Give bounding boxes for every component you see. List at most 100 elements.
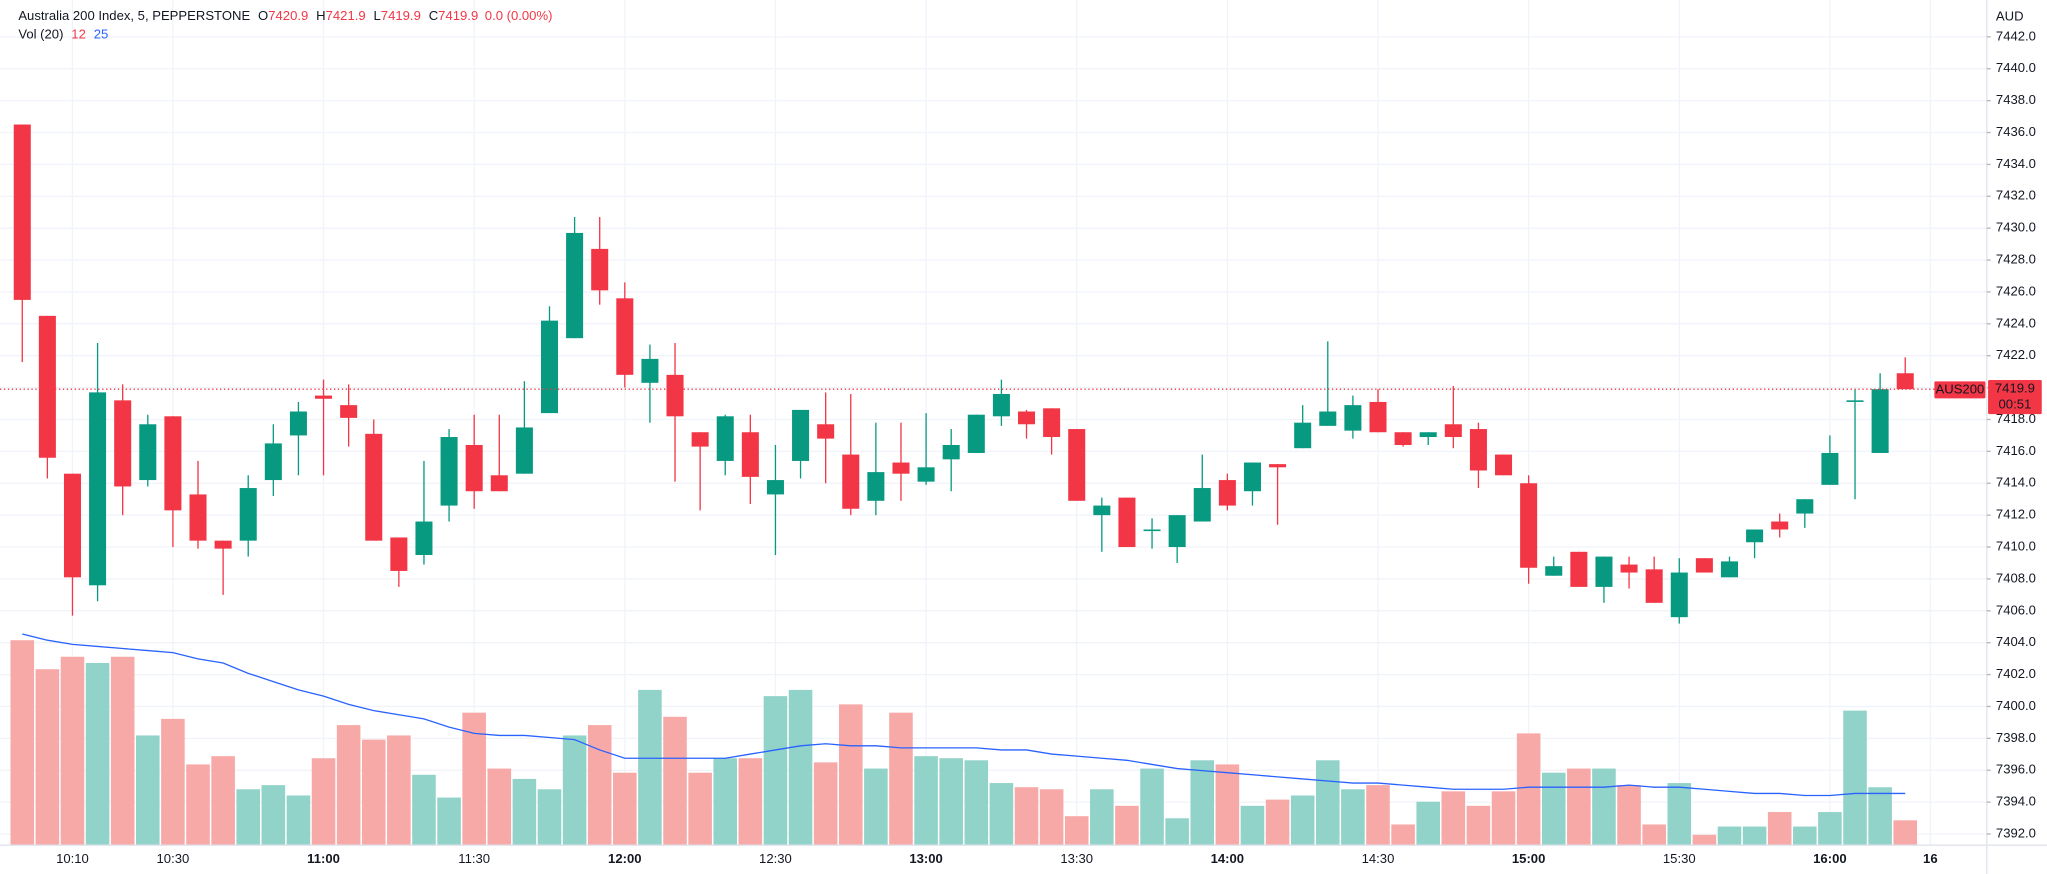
candle-body (1344, 405, 1362, 431)
candle-body (691, 432, 709, 447)
candle-body (1218, 480, 1236, 506)
candle-body (390, 537, 408, 571)
y-tick-label: 7440.0 (1996, 60, 2036, 75)
volume-value: 12 (71, 27, 86, 42)
volume-ma-line (22, 633, 1906, 797)
x-tick-label: 14:00 (1211, 851, 1244, 866)
volume-bar (1039, 789, 1064, 846)
x-tick-label: 16:00 (1813, 851, 1846, 866)
volume-bar (387, 735, 411, 846)
axes: 7392.0 7394.0 7396.0 7398.0 7400.0 7402.0 7404… (56, 28, 2042, 866)
candle-body (1243, 462, 1261, 492)
candle-body (38, 315, 56, 458)
volume-bar (286, 795, 311, 846)
y-tick-label: 7432.0 (1996, 188, 2036, 203)
candle-body (1695, 558, 1713, 573)
volume-bar (1767, 812, 1792, 846)
x-tick-label: 11:00 (307, 851, 340, 866)
ohlc-value: 7421.9 (326, 8, 366, 23)
volume-bar (914, 756, 938, 846)
ohlc-label: L (374, 8, 381, 23)
y-tick-label: 7416.0 (1996, 443, 2036, 458)
y-tick-label: 7422.0 (1996, 347, 2036, 362)
volume-bar (211, 756, 235, 846)
x-tick-label: 15:00 (1512, 851, 1545, 866)
candle-body (515, 427, 533, 474)
candle-body (666, 374, 684, 417)
candle-body (1670, 572, 1688, 618)
x-tick-label: 12:00 (608, 851, 641, 866)
symbol-title: Australia 200 Index, 5, PEPPERSTONE (18, 8, 250, 23)
candle-body (465, 444, 483, 492)
volume-bar (60, 656, 85, 846)
volume-bar (10, 640, 35, 846)
candle-body (741, 432, 759, 477)
candle-body (1771, 521, 1789, 530)
volume-bar (1341, 789, 1365, 846)
candle-body (1193, 488, 1211, 522)
volume-bar (587, 725, 612, 846)
volume-title: Vol (20) (18, 27, 63, 42)
candle-body (1871, 389, 1889, 453)
volume-bar (1893, 820, 1918, 846)
candle-body (1118, 497, 1136, 548)
candle-body (415, 521, 433, 556)
volume-bar (261, 785, 286, 846)
candle-body (917, 467, 935, 482)
volume-bar (1366, 785, 1390, 846)
y-tick-label: 7394.0 (1996, 794, 2036, 809)
candle-body (139, 424, 157, 481)
volume-bar (1165, 818, 1189, 846)
volume-bar (562, 735, 587, 846)
candle-body (1746, 529, 1764, 543)
y-tick-label: 7430.0 (1996, 220, 2036, 235)
volume-bar (613, 772, 637, 846)
volume-bar (361, 739, 386, 846)
candle-body (1570, 551, 1588, 587)
symbol-tag-label: AUS200 (1936, 381, 1985, 396)
y-tick-label: 7418.0 (1996, 411, 2036, 426)
candle-body (616, 298, 634, 375)
price-tag-value: 7419.9 (1995, 381, 2035, 396)
candle-body (817, 424, 835, 439)
candle-body (1444, 424, 1462, 438)
candle-body (1017, 411, 1036, 425)
candle-body (566, 232, 584, 339)
volume-bar (1391, 824, 1415, 846)
volume-bar (1843, 710, 1867, 846)
volume-bar (1818, 812, 1842, 846)
candle-body (1821, 452, 1839, 485)
candle-body (264, 443, 282, 481)
x-tick-label: 13:00 (909, 851, 942, 866)
volume-bar (838, 704, 863, 846)
volume-bar (1667, 783, 1692, 846)
volume-bar (1793, 826, 1817, 846)
candle-body (1269, 464, 1287, 468)
volume-legend: Vol (20) 12 25 (18, 27, 108, 42)
candle-body (1319, 411, 1337, 426)
candle-body (214, 540, 232, 549)
x-tick-label: 15:30 (1663, 851, 1696, 866)
volume-ma-value: 25 (94, 27, 109, 42)
volume-bar (1742, 826, 1767, 846)
ohlc-value: 7419.9 (381, 8, 421, 23)
legend-header: Australia 200 Index, 5, PEPPERSTONE O7420… (18, 8, 552, 23)
volume-bar (512, 778, 537, 846)
candle-body (1093, 505, 1111, 516)
volume-bar (939, 758, 963, 846)
volume-bar (186, 764, 210, 846)
candle-body (1419, 432, 1437, 438)
candles (0, 124, 1987, 624)
x-tick-label: 11:30 (458, 851, 490, 866)
candle-body (440, 437, 458, 506)
y-tick-label: 7426.0 (1996, 283, 2036, 298)
volume-bar (964, 760, 989, 846)
volume-bar (311, 758, 336, 846)
candle-body (1896, 373, 1914, 390)
candle-body (540, 320, 559, 414)
volume-bar (1315, 760, 1340, 846)
volume-bar (1466, 805, 1491, 846)
volume-bar (1190, 760, 1215, 846)
volume-bar (1516, 733, 1541, 846)
